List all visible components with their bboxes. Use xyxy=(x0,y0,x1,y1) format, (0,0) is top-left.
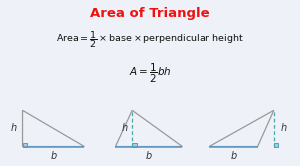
Text: h: h xyxy=(281,124,287,133)
Polygon shape xyxy=(132,143,137,147)
Text: $\mathrm{Area} = \dfrac{1}{2} \times \mathrm{base} \times \mathrm{perpendicular\: $\mathrm{Area} = \dfrac{1}{2} \times \ma… xyxy=(56,29,244,50)
Text: b: b xyxy=(50,151,57,161)
Text: h: h xyxy=(122,123,128,133)
Text: b: b xyxy=(146,151,152,161)
Text: h: h xyxy=(11,124,17,133)
Polygon shape xyxy=(22,143,27,147)
Text: Area of Triangle: Area of Triangle xyxy=(90,7,210,20)
Text: $\mathit{A} = \dfrac{1}{2}\mathit{bh}$: $\mathit{A} = \dfrac{1}{2}\mathit{bh}$ xyxy=(129,62,171,85)
Text: b: b xyxy=(230,151,236,161)
Polygon shape xyxy=(274,143,278,147)
